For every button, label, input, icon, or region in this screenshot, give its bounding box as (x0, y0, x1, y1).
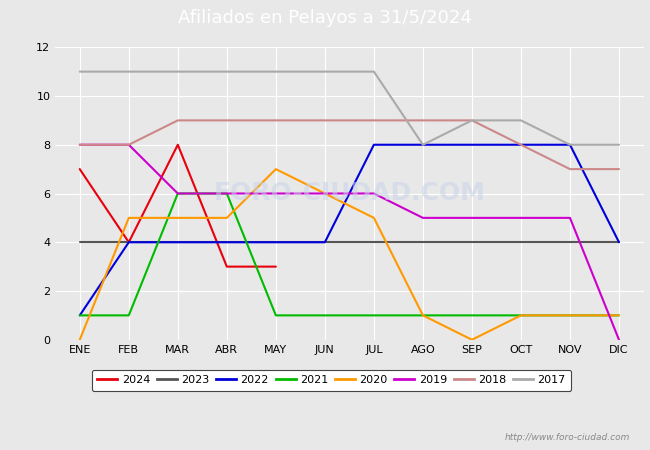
Text: http://www.foro-ciudad.com: http://www.foro-ciudad.com (505, 433, 630, 442)
Text: FORO-CIUDAD.COM: FORO-CIUDAD.COM (213, 181, 486, 206)
Text: Afiliados en Pelayos a 31/5/2024: Afiliados en Pelayos a 31/5/2024 (178, 9, 472, 27)
Legend: 2024, 2023, 2022, 2021, 2020, 2019, 2018, 2017: 2024, 2023, 2022, 2021, 2020, 2019, 2018… (92, 370, 571, 391)
